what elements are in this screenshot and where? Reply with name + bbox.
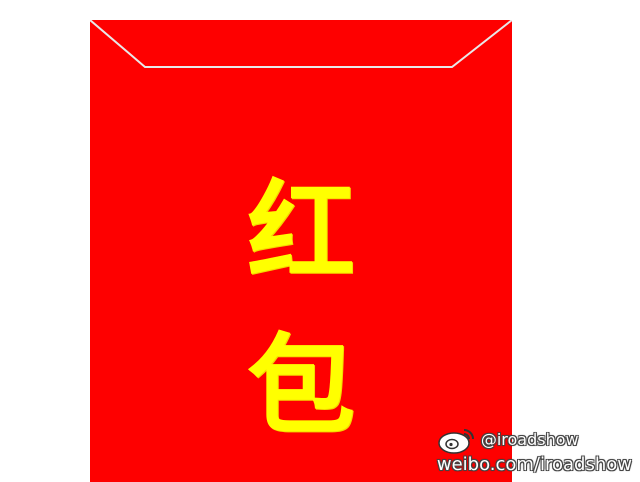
watermark-handle-row: @iroadshow xyxy=(437,426,632,454)
envelope-character-bao: 包 xyxy=(246,323,356,449)
watermark-handle: @iroadshow xyxy=(480,430,579,449)
red-envelope: 红 包 xyxy=(90,20,512,482)
watermark-url: weibo.com/iroadshow xyxy=(436,454,632,475)
weibo-watermark: @iroadshow weibo.com/iroadshow xyxy=(437,426,632,476)
envelope-flap xyxy=(90,20,512,68)
weibo-icon xyxy=(438,429,474,454)
envelope-character-hong: 红 xyxy=(246,169,356,295)
